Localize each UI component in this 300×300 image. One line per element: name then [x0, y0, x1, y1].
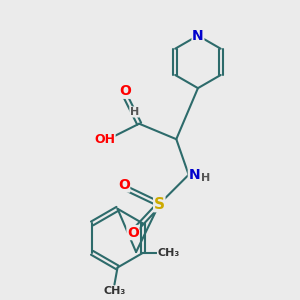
Text: H: H — [130, 107, 139, 117]
Text: N: N — [192, 28, 204, 43]
Text: S: S — [154, 196, 165, 211]
Text: O: O — [127, 226, 139, 240]
Text: OH: OH — [94, 133, 115, 146]
Text: H: H — [201, 173, 210, 184]
Text: O: O — [119, 84, 131, 98]
Text: N: N — [188, 168, 200, 182]
Text: CH₃: CH₃ — [103, 286, 126, 296]
Text: O: O — [118, 178, 130, 192]
Text: CH₃: CH₃ — [158, 248, 180, 258]
